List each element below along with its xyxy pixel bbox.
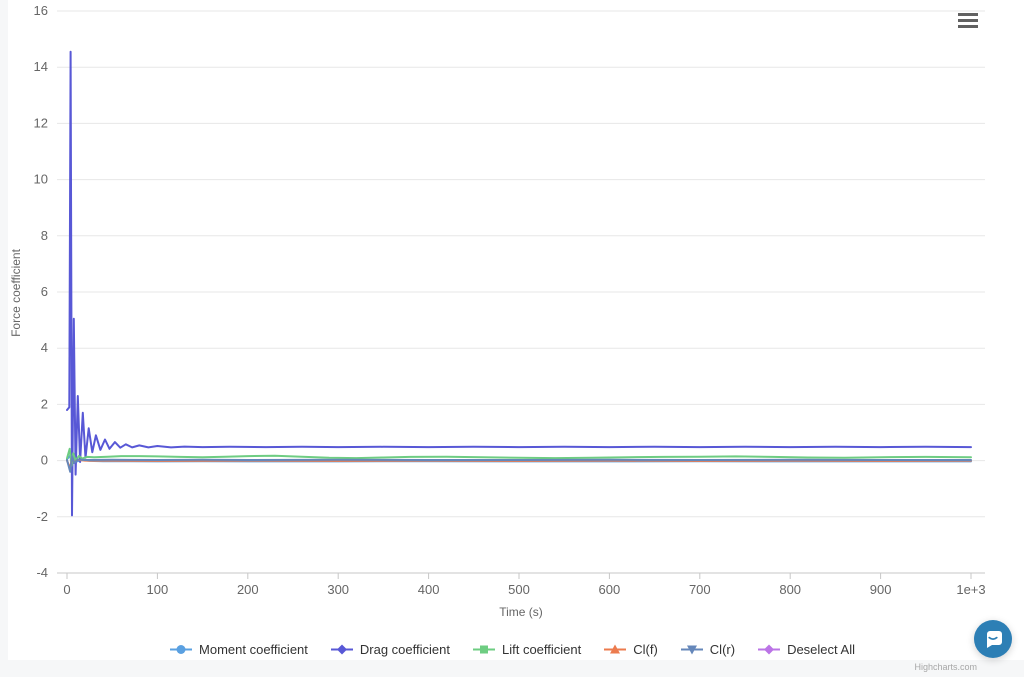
x-axis-label: 100 [147,582,169,597]
x-axis-label: 900 [870,582,892,597]
x-axis-label: 200 [237,582,259,597]
legend-item-drag-coefficient[interactable]: Drag coefficient [330,642,450,657]
legend-label: Drag coefficient [359,641,450,657]
legend-item-deselect-all[interactable]: Deselect All [757,642,855,657]
y-axis-label: 8 [41,228,48,243]
x-axis-label: 1e+3 [956,582,985,597]
y-axis-label: 16 [34,3,48,18]
legend-item-lift-coefficient[interactable]: Lift coefficient [472,642,581,657]
hamburger-icon [958,25,978,28]
y-axis-label: 4 [41,340,48,355]
series-lines [66,50,972,517]
chat-bubble-smile-icon [987,631,1002,648]
x-axis-title: Time (s) [499,605,543,619]
legend-item-cl-r-[interactable]: Cl(r) [680,642,735,657]
x-axis-label: 400 [418,582,440,597]
legend-label: Lift coefficient [501,641,582,657]
x-axis-label: 600 [599,582,621,597]
chart-context-menu-button[interactable] [956,11,978,29]
series-line-drag-coefficient [66,50,972,517]
hamburger-icon [958,13,978,16]
x-axis-label: 800 [779,582,801,597]
legend-label: Cl(r) [709,641,736,657]
force-coefficient-chart: 16 14 12 10 8 6 4 2 0 -2 -4 0 100 200 300 400 500 600 700 8… [9,3,986,619]
y-axis-label: 10 [34,172,48,187]
y-axis-label: 6 [41,284,48,299]
square-marker-icon [472,645,495,653]
y-axis-label: 0 [41,453,48,468]
gridlines [57,10,985,518]
chart-card [8,0,1024,660]
legend-label: Deselect All [787,641,855,657]
triangle-marker-icon [604,644,627,653]
chat-launcher-button[interactable] [974,620,1012,658]
y-axis-label: 14 [34,59,48,74]
diamond-marker-icon [758,644,781,654]
y-axis-label: 12 [34,115,48,130]
diamond-marker-icon [330,644,353,654]
x-axis-label: 0 [63,582,70,597]
legend-item-cl-f-[interactable]: Cl(f) [603,642,658,657]
y-axis-label: -4 [36,565,48,580]
y-axis-label: -2 [36,509,48,524]
y-axis-label: 2 [41,396,48,411]
x-axis-label: 500 [508,582,530,597]
x-axis-label: 700 [689,582,711,597]
hamburger-icon [958,19,978,22]
x-axis-label: 300 [327,582,349,597]
triangle-down-marker-icon [680,645,703,654]
circle-marker-icon [170,644,193,654]
legend-label: Moment coefficient [199,641,308,657]
legend-item-moment-coefficient[interactable]: Moment coefficient [169,642,308,657]
series-line-lift-coefficient [66,447,972,467]
highcharts-credit-link[interactable]: Highcharts.com [914,662,977,672]
axis-lines [57,572,985,579]
tick-labels: 16 14 12 10 8 6 4 2 0 -2 -4 0 100 200 300 400 500 600 700 8… [34,3,986,597]
y-axis-title: Force coefficient [9,248,23,336]
chart-legend: Moment coefficient Drag coefficient Lift c… [0,639,1024,659]
series-line-cl-r- [66,455,972,473]
legend-label: Cl(f) [633,641,658,657]
